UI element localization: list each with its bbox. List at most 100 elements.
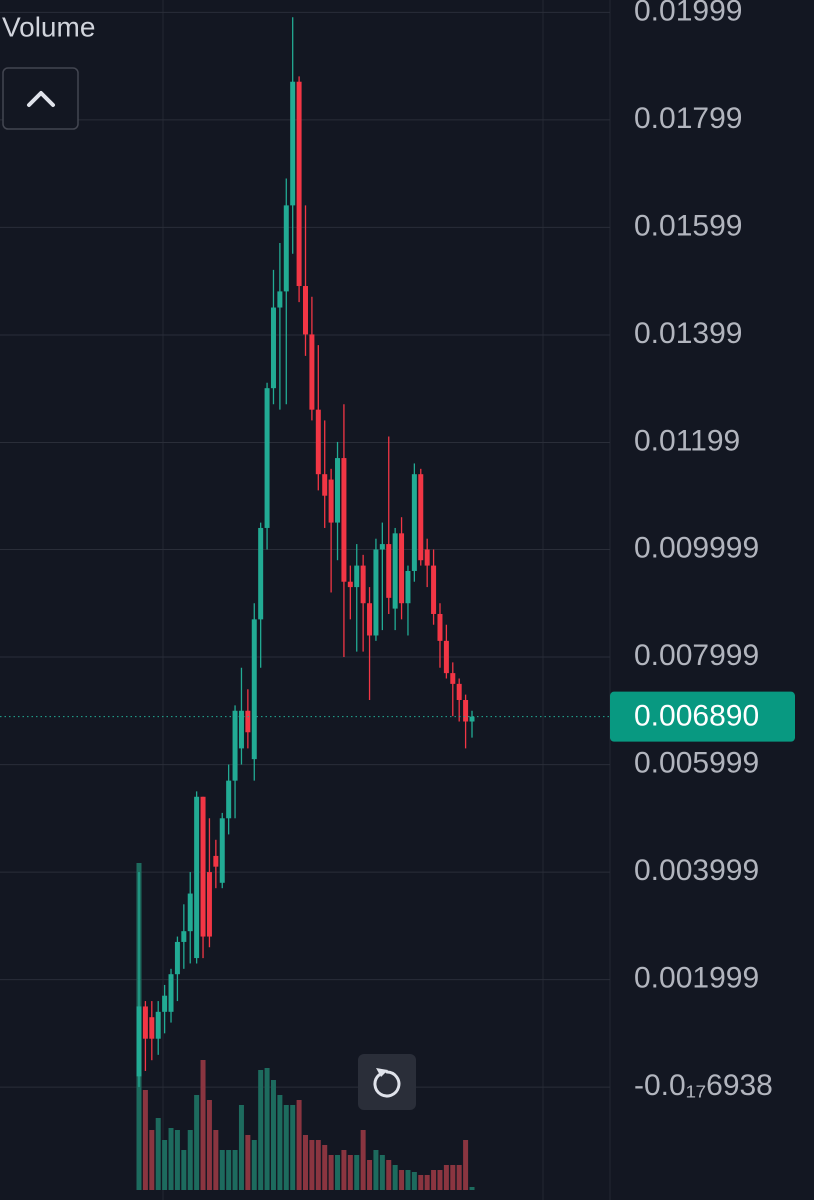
volume-bar — [379, 1155, 385, 1190]
volume-bar — [283, 1105, 289, 1190]
volume-bar — [149, 1130, 155, 1190]
volume-bar — [469, 1187, 475, 1190]
volume-bar — [386, 1160, 392, 1190]
candle-body — [443, 640, 449, 674]
volume-bar — [450, 1165, 456, 1190]
volume-bar — [168, 1128, 174, 1190]
volume-bar — [245, 1135, 251, 1190]
y-tick-label: 0.009999 — [634, 531, 759, 564]
candle-body — [174, 941, 180, 975]
candle-body — [399, 533, 405, 604]
collapse-button-frame[interactable] — [2, 67, 79, 130]
volume-bar — [347, 1155, 353, 1190]
volume-bar — [315, 1140, 321, 1190]
candle-body — [213, 855, 219, 867]
volume-bar — [399, 1170, 405, 1190]
volume-bar — [341, 1150, 347, 1190]
collapse-button[interactable] — [2, 67, 79, 130]
candle-body — [142, 1006, 148, 1039]
volume-bar — [354, 1155, 360, 1190]
candle-body — [354, 565, 360, 588]
volume-bar — [418, 1175, 424, 1190]
candle-body — [226, 780, 232, 819]
reset-icon — [373, 1070, 401, 1098]
candle-body — [162, 995, 168, 1012]
candle-body — [437, 613, 443, 641]
y-tick-label: -0.0₁₇6938 — [634, 1069, 773, 1102]
reset-icon-arrow — [376, 1068, 388, 1077]
volume-bar — [456, 1165, 462, 1190]
y-tick-label: 0.01999 — [634, 0, 742, 27]
candle-body — [194, 796, 200, 959]
volume-bar — [335, 1155, 341, 1190]
candle-body — [245, 710, 251, 733]
volume-bar — [264, 1068, 270, 1190]
volume-bar — [392, 1165, 398, 1190]
volume-bar — [411, 1172, 417, 1190]
y-tick-label: 0.005999 — [634, 746, 759, 779]
candle-body — [431, 565, 437, 614]
y-tick-label: 0.01799 — [634, 102, 742, 135]
candle-body — [303, 286, 308, 335]
price-axis: -0.0₁₇6938 0.001999 0.003999 0.005999 0.0079… — [0, 0, 795, 1102]
volume-bar — [322, 1145, 328, 1190]
candle-body — [200, 796, 206, 937]
candle-body — [309, 334, 315, 410]
reset-button-frame[interactable] — [358, 1054, 416, 1110]
candle-body — [238, 710, 244, 749]
candle-body — [168, 974, 174, 1012]
candle-body — [258, 527, 264, 620]
y-tick-label: 0.001999 — [634, 962, 759, 995]
volume-bar — [424, 1175, 430, 1190]
candle-body — [322, 474, 328, 496]
candle-body — [335, 458, 341, 523]
volume-bar — [194, 1095, 200, 1190]
candle-body — [456, 683, 462, 700]
candle-body — [373, 549, 379, 636]
last-price-badge — [610, 691, 795, 742]
candle-body — [187, 893, 193, 932]
reset-button[interactable] — [358, 1054, 416, 1110]
candle-body — [463, 700, 469, 722]
volume-bar — [174, 1130, 180, 1190]
candle-body — [405, 570, 411, 604]
candle-body — [347, 581, 353, 588]
candle-body — [411, 474, 417, 571]
candle-body — [328, 479, 334, 523]
candle-body — [290, 81, 296, 206]
volume-bar — [238, 1105, 244, 1190]
volume-bar — [258, 1070, 264, 1190]
volume-bar — [303, 1135, 308, 1190]
volume-bar — [373, 1150, 379, 1190]
candle-body — [270, 307, 276, 389]
volume-bar — [431, 1170, 437, 1190]
volume-bar — [463, 1140, 469, 1190]
volume-bar — [213, 1130, 219, 1190]
volume-bar — [226, 1150, 232, 1190]
volume-bar — [219, 1150, 225, 1190]
volume-bar — [405, 1170, 411, 1190]
volume-bar — [187, 1130, 193, 1190]
volume-bar — [367, 1160, 373, 1190]
candle-body — [155, 1011, 161, 1039]
volume-bar — [296, 1100, 302, 1190]
volume-bar — [270, 1080, 276, 1190]
legend-label: Volume — [2, 11, 95, 42]
volume-bar — [200, 1060, 206, 1190]
candle-body — [251, 619, 257, 760]
candle-body — [296, 81, 302, 287]
volume-bar — [181, 1150, 187, 1190]
volume-bar — [290, 1105, 296, 1190]
volume-bar — [360, 1130, 366, 1190]
candle-body — [232, 710, 238, 781]
candle-body — [149, 1017, 155, 1039]
volume-bar — [142, 1090, 148, 1190]
candle-body — [283, 205, 289, 292]
candle-body — [219, 818, 225, 883]
candle-body — [136, 1006, 142, 1077]
volume-bar — [437, 1170, 443, 1190]
y-tick-label: 0.007999 — [634, 639, 759, 672]
candle-body — [450, 673, 456, 684]
candle-body — [181, 931, 187, 942]
